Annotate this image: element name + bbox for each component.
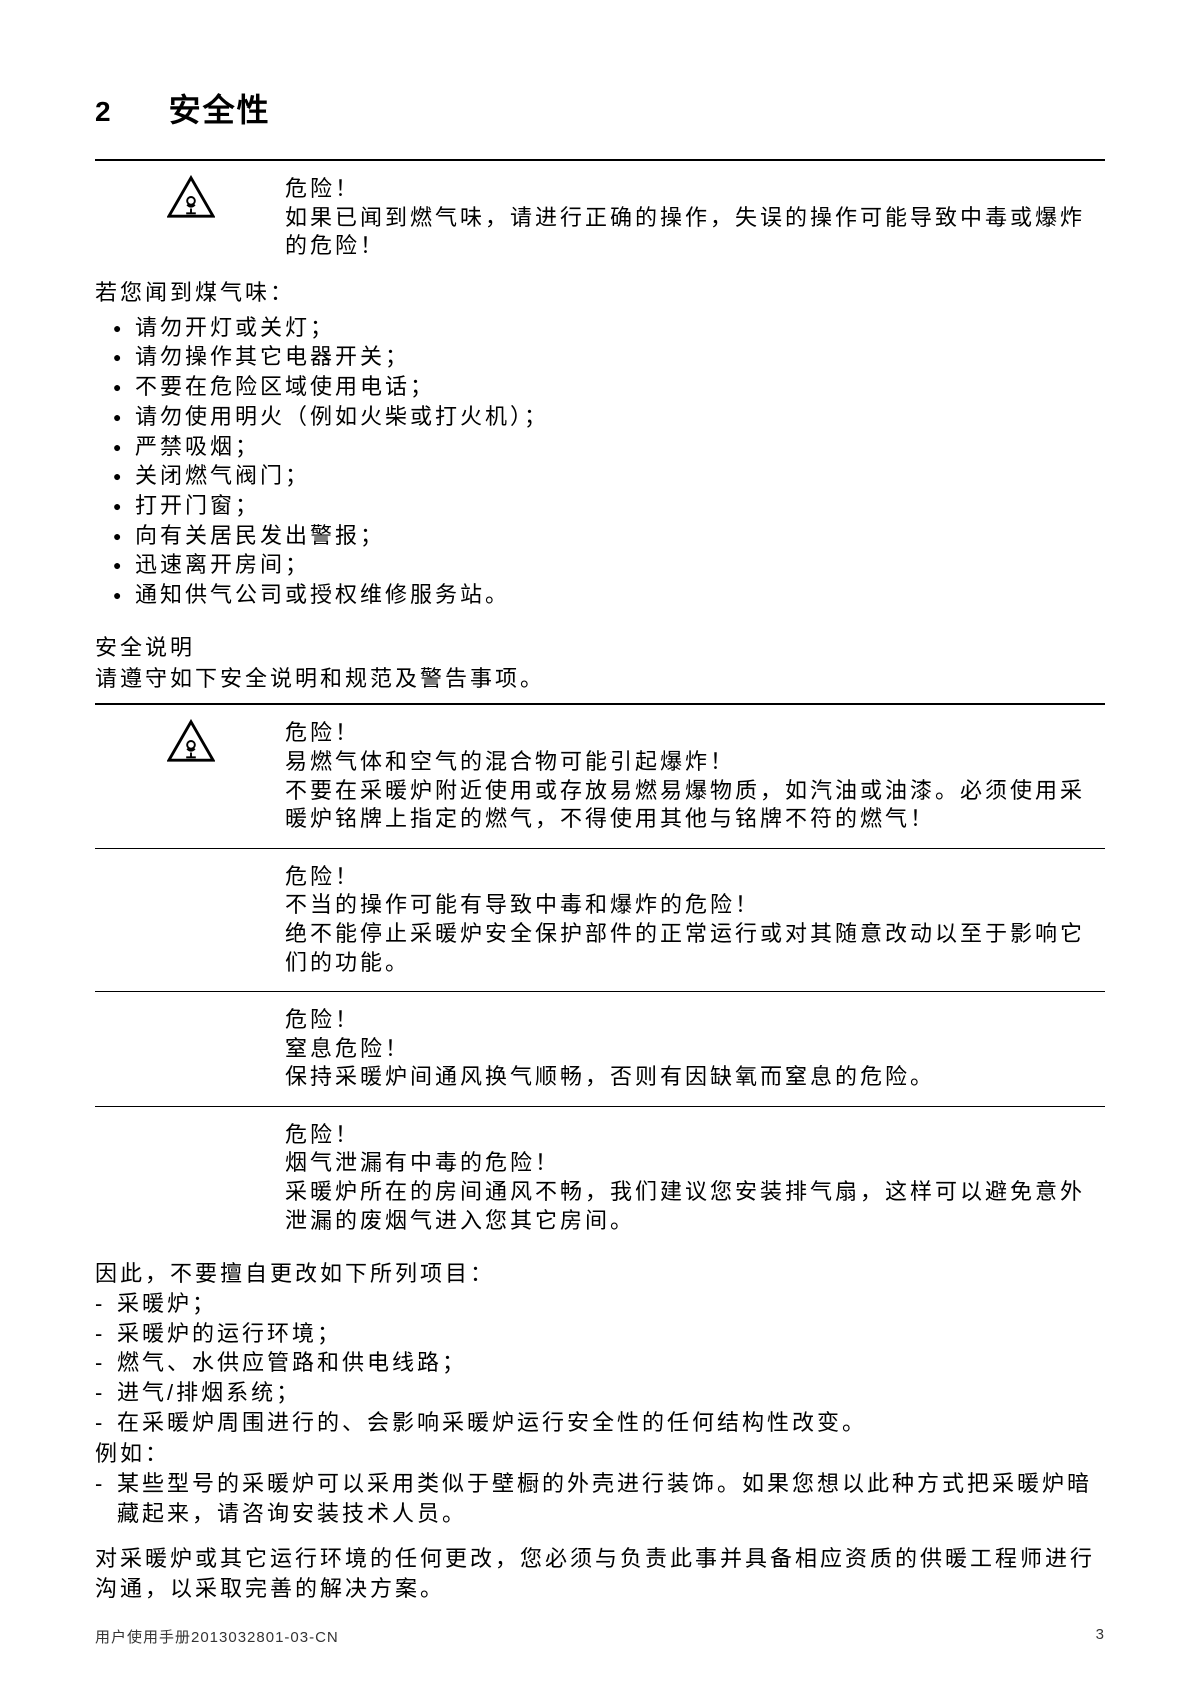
warning-text: 危险！ 如果已闻到燃气味，请进行正确的操作，失误的操作可能导致中毒或爆炸的危险！ <box>285 175 1105 261</box>
list-item: 打开门窗； <box>113 491 1105 521</box>
warning-block-1: 危险！ 如果已闻到燃气味，请进行正确的操作，失误的操作可能导致中毒或爆炸的危险！ <box>95 161 1105 275</box>
list-item: 某些型号的采暖炉可以采用类似于壁橱的外壳进行装饰。如果您想以此种方式把采暖炉暗藏… <box>95 1469 1105 1528</box>
warning-icon-col <box>95 719 285 763</box>
gas-bullet-list: 请勿开灯或关灯；请勿操作其它电器开关；不要在危险区域使用电话；请勿使用明火（例如… <box>95 313 1105 610</box>
warning-text: 危险！ 易燃气体和空气的混合物可能引起爆炸！ 不要在采暖炉附近使用或存放易燃易爆… <box>285 719 1105 833</box>
warning-line: 不当的操作可能有导致中毒和爆炸的危险！ <box>285 891 1105 920</box>
footer-page-number: 3 <box>1096 1626 1105 1647</box>
section-title: 安全性 <box>169 85 271 131</box>
warning-title: 危险！ <box>285 863 1105 892</box>
warning-title: 危险！ <box>285 1006 1105 1035</box>
list-item: 请勿开灯或关灯； <box>113 313 1105 343</box>
page-footer: 用户使用手册2013032801-03-CN 3 <box>95 1626 1105 1647</box>
warning-title: 危险！ <box>285 1121 1105 1150</box>
warning-line: 窒息危险！ <box>285 1035 1105 1064</box>
list-item: 在采暖炉周围进行的、会影响采暖炉运行安全性的任何结构性改变。 <box>95 1408 1105 1438</box>
list-item: 燃气、水供应管路和供电线路； <box>95 1348 1105 1378</box>
warning-line: 不要在采暖炉附近使用或存放易燃易爆物质，如汽油或油漆。必须使用采暖炉铭牌上指定的… <box>285 777 1105 834</box>
example-label: 例如： <box>95 1439 1105 1469</box>
section-header: 2 安全性 <box>95 85 1105 131</box>
list-item: 采暖炉的运行环境； <box>95 1319 1105 1349</box>
warning-text: 危险！ 烟气泄漏有中毒的危险！ 采暖炉所在的房间通风不畅，我们建议您安装排气扇，… <box>285 1121 1105 1235</box>
warning-body: 如果已闻到燃气味，请进行正确的操作，失误的操作可能导致中毒或爆炸的危险！ <box>285 204 1105 261</box>
dash-list: 采暖炉；采暖炉的运行环境；燃气、水供应管路和供电线路；进气/排烟系统；在采暖炉周… <box>95 1289 1105 1437</box>
danger-icon <box>167 175 215 219</box>
warning-line: 保持采暖炉间通风换气顺畅，否则有因缺氧而窒息的危险。 <box>285 1063 1105 1092</box>
list-item: 关闭燃气阀门； <box>113 461 1105 491</box>
list-item: 通知供气公司或授权维修服务站。 <box>113 580 1105 610</box>
gas-intro: 若您闻到煤气味： <box>95 275 1105 307</box>
list-item: 采暖炉； <box>95 1289 1105 1319</box>
warning-block-4: 危险！ 窒息危险！ 保持采暖炉间通风换气顺畅，否则有因缺氧而窒息的危险。 <box>95 992 1105 1106</box>
warning-title: 危险！ <box>285 175 1105 204</box>
safety-intro: 请遵守如下安全说明和规范及警告事项。 <box>95 664 1105 694</box>
therefore-intro: 因此，不要擅自更改如下所列项目： <box>95 1259 1105 1289</box>
list-item: 请勿操作其它电器开关； <box>113 342 1105 372</box>
warning-block-3: 危险！ 不当的操作可能有导致中毒和爆炸的危险！ 绝不能停止采暖炉安全保护部件的正… <box>95 849 1105 991</box>
warning-text: 危险！ 不当的操作可能有导致中毒和爆炸的危险！ 绝不能停止采暖炉安全保护部件的正… <box>285 863 1105 977</box>
warning-line: 易燃气体和空气的混合物可能引起爆炸！ <box>285 748 1105 777</box>
warning-block-2: 危险！ 易燃气体和空气的混合物可能引起爆炸！ 不要在采暖炉附近使用或存放易燃易爆… <box>95 705 1105 847</box>
example-text: 某些型号的采暖炉可以采用类似于壁橱的外壳进行装饰。如果您想以此种方式把采暖炉暗藏… <box>117 1471 1092 1526</box>
warning-line: 绝不能停止采暖炉安全保护部件的正常运行或对其随意改动以至于影响它们的功能。 <box>285 920 1105 977</box>
warning-title: 危险！ <box>285 719 1105 748</box>
example-list: 某些型号的采暖炉可以采用类似于壁橱的外壳进行装饰。如果您想以此种方式把采暖炉暗藏… <box>95 1469 1105 1528</box>
warning-line: 采暖炉所在的房间通风不畅，我们建议您安装排气扇，这样可以避免意外泄漏的废烟气进入… <box>285 1178 1105 1235</box>
list-item: 迅速离开房间； <box>113 550 1105 580</box>
warning-line: 烟气泄漏有中毒的危险！ <box>285 1149 1105 1178</box>
list-item: 进气/排烟系统； <box>95 1378 1105 1408</box>
footer-left: 用户使用手册2013032801-03-CN <box>95 1626 339 1647</box>
warning-icon-col <box>95 175 285 219</box>
list-item: 向有关居民发出警报； <box>113 521 1105 551</box>
warning-text: 危险！ 窒息危险！ 保持采暖炉间通风换气顺畅，否则有因缺氧而窒息的危险。 <box>285 1006 1105 1092</box>
list-item: 请勿使用明火（例如火柴或打火机）； <box>113 402 1105 432</box>
closing-paragraph: 对采暖炉或其它运行环境的任何更改，您必须与负责此事并具备相应资质的供暖工程师进行… <box>95 1544 1105 1603</box>
warning-block-5: 危险！ 烟气泄漏有中毒的危险！ 采暖炉所在的房间通风不畅，我们建议您安装排气扇，… <box>95 1107 1105 1249</box>
section-number: 2 <box>95 96 111 128</box>
list-item: 严禁吸烟； <box>113 432 1105 462</box>
danger-icon <box>167 719 215 763</box>
safety-heading: 安全说明 <box>95 630 1105 662</box>
list-item: 不要在危险区域使用电话； <box>113 372 1105 402</box>
